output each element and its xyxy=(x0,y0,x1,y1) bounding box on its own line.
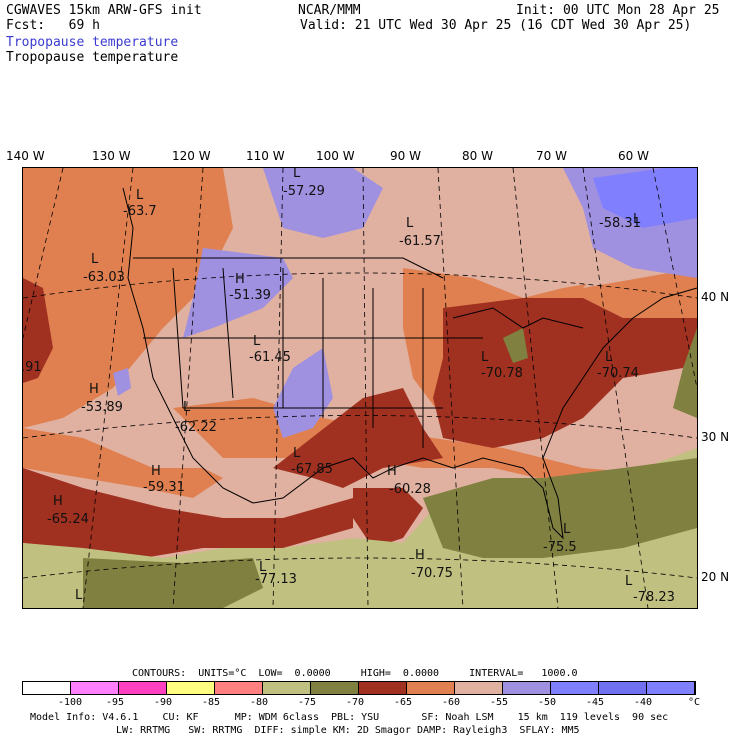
pressure-center-marker: L xyxy=(259,560,267,575)
center-value-label: -53.89 xyxy=(81,400,123,415)
colorbar-swatch xyxy=(23,682,71,694)
pressure-center-marker: H xyxy=(387,464,397,479)
colorbar-tick-label: -50 xyxy=(538,697,557,708)
center-value-label: -62.22 xyxy=(175,420,217,435)
tropopause-temperature-map: L -63.7 L -57.29 L -61.57 L -58.31 L -63.03 H -51.3… xyxy=(22,167,698,609)
colorbar-swatch xyxy=(311,682,359,694)
pressure-center-marker: L xyxy=(625,574,633,589)
colorbar-tick-label: -40 xyxy=(634,697,653,708)
center-value-label: -60.28 xyxy=(389,482,431,497)
center-value-label: -78.23 xyxy=(633,590,675,605)
center-value-label: -61.57 xyxy=(399,234,441,249)
field-title-1: Tropopause temperature xyxy=(6,35,179,50)
pressure-center-marker: L xyxy=(563,522,571,537)
pressure-center-marker: L xyxy=(75,588,83,603)
longitude-label: 100 W xyxy=(316,149,355,163)
center-value-label: -58.31 xyxy=(599,216,641,231)
center-value-label: -63.7 xyxy=(123,204,157,219)
model-info-line2: LW: RRTMG SW: RRTMG DIFF: simple KM: 2D … xyxy=(116,725,580,736)
field-title-2: Tropopause temperature xyxy=(6,50,179,65)
latitude-label: 30 N xyxy=(701,430,730,444)
colorbar-swatch xyxy=(647,682,695,694)
pressure-center-marker: L xyxy=(293,167,301,181)
longitude-label: 130 W xyxy=(92,149,131,163)
longitude-label: 60 W xyxy=(618,149,649,163)
pressure-center-marker: L xyxy=(406,216,414,231)
center-value-label: -70.78 xyxy=(481,366,523,381)
center-value-label: -77.13 xyxy=(255,572,297,587)
colorbar-swatch xyxy=(359,682,407,694)
longitude-label: 80 W xyxy=(462,149,493,163)
colorbar-tick-label: -65 xyxy=(394,697,413,708)
forecast-hour: Fcst: 69 h xyxy=(6,18,100,33)
colorbar-tick-label: -95 xyxy=(106,697,125,708)
center-value-label: -51.39 xyxy=(229,288,271,303)
center-value-label: -67.85 xyxy=(291,462,333,477)
colorbar-swatch xyxy=(263,682,311,694)
map-canvas xyxy=(23,168,697,608)
pressure-center-marker: H xyxy=(415,548,425,563)
colorbar-tick-label: -55 xyxy=(490,697,509,708)
center-value-label: -59.31 xyxy=(143,480,185,495)
colorbar-tick-label: -75 xyxy=(298,697,317,708)
longitude-label: 110 W xyxy=(246,149,285,163)
latitude-label: 40 N xyxy=(701,290,730,304)
pressure-center-marker: H xyxy=(89,382,99,397)
center-value-label: -61.45 xyxy=(249,350,291,365)
center-value-label: -70.75 xyxy=(411,566,453,581)
model-info-line1: Model Info: V4.6.1 CU: KF MP: WDM 6class… xyxy=(30,712,669,723)
colorbar-swatch xyxy=(599,682,647,694)
colorbar-swatch xyxy=(503,682,551,694)
pressure-center-marker: L xyxy=(293,446,301,461)
pressure-center-marker: L xyxy=(91,252,99,267)
pressure-center-marker: L xyxy=(136,188,144,203)
longitude-label: 90 W xyxy=(390,149,421,163)
org-label: NCAR/MMM xyxy=(298,3,361,18)
longitude-label: 120 W xyxy=(172,149,211,163)
center-value-label: .91 xyxy=(22,360,42,375)
colorbar-swatch xyxy=(407,682,455,694)
colorbar-tick-label: -70 xyxy=(346,697,365,708)
contours-info: CONTOURS: UNITS=°C LOW= 0.0000 HIGH= 0.0… xyxy=(132,668,578,679)
center-value-label: -57.29 xyxy=(283,184,325,199)
colorbar-swatch xyxy=(119,682,167,694)
colorbar-tick-label: -60 xyxy=(442,697,461,708)
colorbar-tick-label: -90 xyxy=(154,697,173,708)
colorbar-swatch xyxy=(167,682,215,694)
colorbar-tick-label: -80 xyxy=(250,697,269,708)
pressure-center-marker: L xyxy=(605,350,613,365)
valid-time: Valid: 21 UTC Wed 30 Apr 25 (16 CDT Wed … xyxy=(300,18,692,33)
center-value-label: -70.74 xyxy=(597,366,639,381)
colorbar-swatch xyxy=(455,682,503,694)
center-value-label: -75.5 xyxy=(543,540,577,555)
colorbar-tick-label: -45 xyxy=(586,697,605,708)
colorbar-swatch xyxy=(215,682,263,694)
colorbar-tick-label: -85 xyxy=(202,697,221,708)
colorbar-swatch xyxy=(551,682,599,694)
center-value-label: -65.24 xyxy=(47,512,89,527)
pressure-center-marker: H xyxy=(235,272,245,287)
pressure-center-marker: L xyxy=(633,212,641,227)
pressure-center-marker: H xyxy=(53,494,63,509)
longitude-label: 70 W xyxy=(536,149,567,163)
longitude-label: 140 W xyxy=(6,149,45,163)
init-time: Init: 00 UTC Mon 28 Apr 25 xyxy=(516,3,720,18)
latitude-label: 20 N xyxy=(701,570,730,584)
colorbar-tick-label: -100 xyxy=(58,697,83,708)
colorbar-swatch xyxy=(71,682,119,694)
center-value-label: -63.03 xyxy=(83,270,125,285)
pressure-center-marker: L xyxy=(253,334,261,349)
pressure-center-marker: L xyxy=(183,400,191,415)
colorbar xyxy=(22,681,696,695)
colorbar-tick-label: °C xyxy=(688,697,701,708)
model-title: CGWAVES 15km ARW-GFS init xyxy=(6,3,202,18)
pressure-center-marker: L xyxy=(481,350,489,365)
pressure-center-marker: H xyxy=(151,464,161,479)
